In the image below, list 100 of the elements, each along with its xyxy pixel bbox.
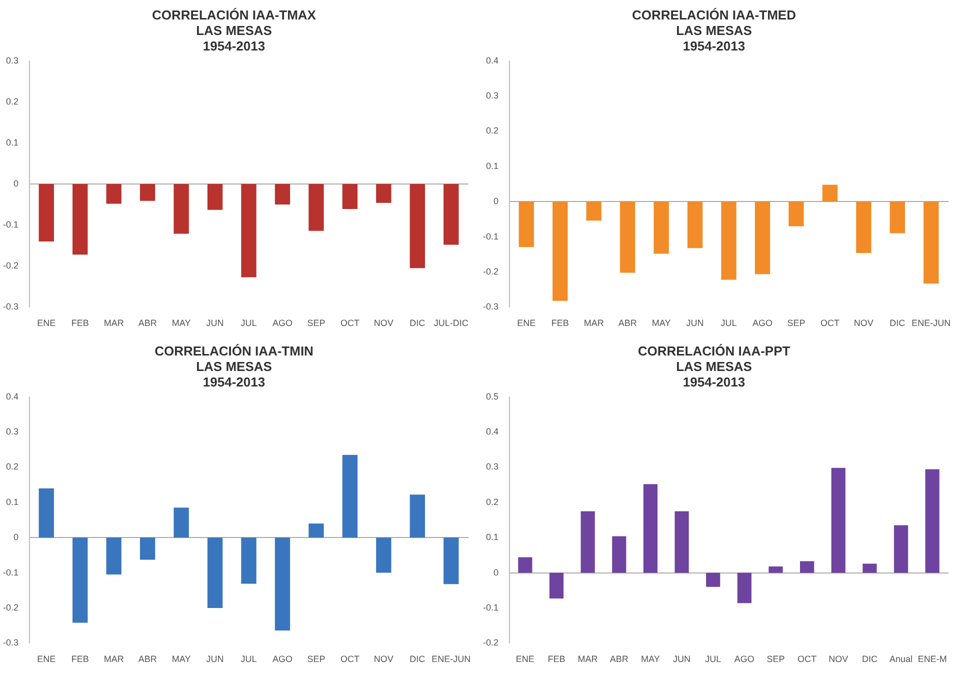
x-tick-label: JUN	[686, 318, 704, 328]
x-tick-label: ABR	[138, 318, 158, 328]
y-tick-label: 0.1	[486, 160, 499, 171]
bar	[241, 538, 256, 584]
x-tick-label: JUL-DIC	[434, 318, 469, 328]
x-tick-label: FEB	[548, 654, 566, 664]
bar	[140, 538, 156, 560]
y-tick-label: 0.3	[6, 426, 19, 436]
x-tick-label: JUL	[240, 654, 257, 664]
x-tick-label: FEB	[71, 318, 89, 328]
x-tick-label: MAR	[104, 654, 124, 664]
x-tick-label: NOV	[828, 654, 848, 664]
x-tick-label: MAY	[652, 318, 671, 328]
x-tick-label: MAR	[578, 654, 598, 664]
x-tick-label: OCT	[340, 318, 360, 328]
x-tick-label: ABR	[618, 318, 638, 328]
y-tick-label: 0.2	[6, 462, 19, 472]
y-tick-label: -0.3	[482, 302, 499, 312]
x-tick-label: JUL	[240, 318, 257, 328]
y-tick-label: -0.1	[2, 567, 19, 578]
x-tick-label: FEB	[71, 654, 89, 664]
x-tick-label: DIC	[862, 654, 878, 664]
x-tick-label: JUL	[720, 318, 737, 328]
x-tick-label: MAY	[172, 318, 191, 328]
x-tick-label: ABR	[610, 654, 629, 664]
bar	[737, 572, 752, 604]
x-tick-label: MAR	[584, 318, 604, 328]
bar	[444, 538, 459, 584]
y-tick-label: 0.1	[486, 532, 499, 542]
x-tick-label: MAY	[641, 654, 660, 664]
y-tick-label: -0.2	[2, 260, 19, 271]
chart-title: CORRELACIÓN IAA-TMAX LAS MESAS 1954-2013	[152, 7, 316, 54]
x-tick-label: JUN	[206, 654, 224, 664]
y-tick-label: 0.5	[486, 391, 499, 402]
x-tick-label: AGO	[272, 318, 292, 328]
x-tick-label: MAR	[104, 318, 124, 328]
bar	[72, 538, 88, 623]
bar	[518, 557, 532, 573]
y-tick-label: 0.2	[6, 96, 19, 106]
x-tick-label: AGO	[752, 318, 772, 328]
y-tick-label: 0.3	[486, 462, 499, 472]
x-tick-label: OCT	[798, 654, 818, 664]
x-tick-label: NOV	[374, 654, 394, 664]
bar	[862, 564, 877, 573]
x-tick-label: ENE-JUN	[432, 654, 471, 664]
x-tick-label: DIC	[410, 318, 426, 328]
x-tick-label: DIC	[890, 318, 906, 328]
bar	[674, 511, 689, 573]
bar	[410, 494, 425, 538]
x-tick-label: DIC	[410, 654, 426, 664]
y-tick-label: 0.4	[6, 391, 19, 402]
chart-title: CORRELACIÓN IAA-TMED LAS MESAS 1954-2013	[632, 7, 796, 54]
x-tick-label: ENE-M	[918, 654, 947, 664]
x-tick-label: ENE	[517, 318, 536, 328]
bar	[174, 508, 189, 538]
x-tick-label: NOV	[374, 318, 394, 328]
bar	[274, 538, 290, 631]
y-tick-label: 0.3	[486, 90, 499, 100]
y-tick-label: -0.1	[482, 231, 499, 242]
x-tick-label: Anual	[890, 654, 913, 664]
y-tick-label: 0.4	[486, 55, 499, 66]
bar	[308, 524, 324, 538]
y-tick-label: 0.4	[486, 426, 499, 436]
y-tick-label: 0	[13, 178, 19, 188]
y-tick-label: 0.1	[6, 137, 19, 148]
x-tick-label: FEB	[551, 318, 569, 328]
y-tick-label: 0	[493, 196, 499, 206]
x-tick-label: ENE	[516, 654, 534, 664]
x-tick-label: SEP	[787, 318, 806, 328]
x-tick-label: SEP	[307, 318, 326, 328]
x-tick-label: JUL	[705, 654, 722, 664]
x-tick-label: SEP	[307, 654, 326, 664]
bar	[207, 538, 223, 608]
x-tick-label: NOV	[854, 318, 874, 328]
y-tick-label: 0.3	[6, 55, 19, 66]
y-tick-label: 0	[13, 532, 19, 542]
x-tick-label: JUN	[673, 654, 691, 664]
y-tick-label: -0.3	[2, 638, 19, 648]
x-tick-label: AGO	[734, 654, 754, 664]
y-tick-label: -0.1	[2, 220, 19, 230]
chart-title: CORRELACIÓN IAA-PPT LAS MESAS 1954-2013	[638, 343, 790, 390]
y-tick-label: 0.1	[6, 496, 19, 507]
bar	[800, 561, 814, 573]
bar	[768, 566, 783, 573]
x-tick-label: ENE	[37, 318, 56, 328]
bar	[549, 572, 564, 598]
x-tick-label: OCT	[340, 654, 360, 664]
y-tick-label: -0.2	[482, 266, 499, 276]
y-tick-label: 0	[493, 567, 499, 578]
y-tick-label: -0.2	[2, 602, 19, 612]
bar	[612, 536, 626, 573]
x-tick-label: ABR	[138, 654, 158, 664]
y-tick-label: -0.1	[482, 602, 499, 612]
bar	[643, 484, 658, 573]
bar	[894, 525, 908, 573]
x-tick-label: OCT	[820, 318, 840, 328]
y-tick-label: 0.2	[486, 126, 499, 136]
bar	[706, 572, 720, 587]
bar	[376, 538, 392, 573]
x-tick-label: ENE-JUN	[912, 318, 951, 328]
